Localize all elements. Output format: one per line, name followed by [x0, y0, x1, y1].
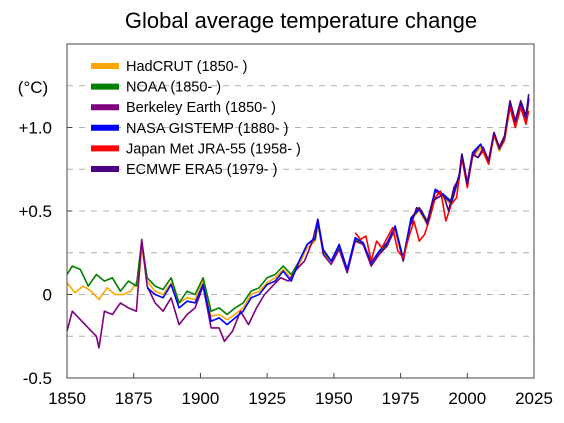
y-axis-label: (°C)	[18, 78, 48, 97]
y-axis-ticks: -0.5 0 +0.5 +1.0	[18, 119, 72, 388]
x-tick-label: 1900	[182, 389, 220, 408]
y-tick-label: +0.5	[18, 202, 52, 221]
legend-label: NASA GISTEMP (1880- )	[126, 121, 289, 137]
x-axis-ticks: 1850 1875 1900 1925 1950 1975 2000 2025	[48, 373, 553, 408]
legend-label: ECMWF ERA5 (1979- )	[126, 162, 277, 178]
legend-label: HadCRUT (1850- )	[126, 59, 247, 75]
x-tick-label: 2000	[448, 389, 486, 408]
legend: HadCRUT (1850- ) NOAA (1850- ) Berkeley Ea…	[91, 59, 301, 178]
series-line-5	[410, 94, 530, 226]
x-tick-label: 1850	[48, 389, 86, 408]
chart-title: Global average temperature change	[125, 8, 477, 33]
x-tick-label: 1950	[315, 389, 353, 408]
grid-lines	[67, 85, 534, 337]
legend-label: NOAA (1850- )	[126, 80, 221, 96]
data-series	[66, 94, 530, 349]
y-tick-label: 0	[43, 286, 52, 305]
series-line-3	[146, 97, 530, 326]
x-tick-label: 1925	[248, 389, 286, 408]
x-tick-label: 1975	[382, 389, 420, 408]
y-tick-label: +1.0	[18, 119, 52, 138]
x-tick-label: 1875	[115, 389, 153, 408]
x-tick-label: 2025	[515, 389, 553, 408]
legend-label: Berkeley Earth (1850- )	[126, 100, 276, 116]
series-line-4	[354, 106, 530, 262]
y-tick-label: -0.5	[23, 369, 52, 388]
legend-label: Japan Met JRA-55 (1958- )	[126, 141, 301, 157]
